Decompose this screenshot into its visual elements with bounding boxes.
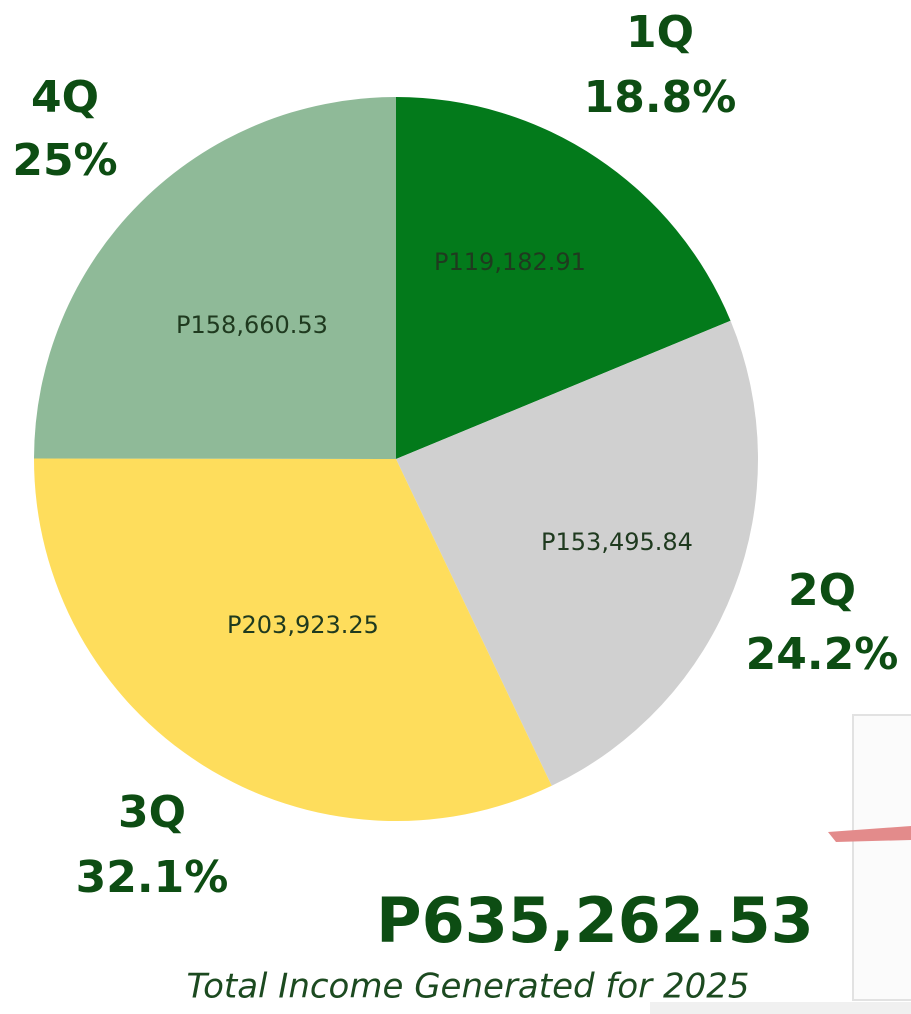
category-label: 1Q [626,7,694,58]
background-window [853,715,911,1000]
percent-label: 32.1% [76,852,229,903]
category-label: 4Q [31,72,99,123]
pie [34,97,758,821]
category-label: 2Q [788,565,856,616]
percent-label: 18.8% [584,72,737,123]
total-label: P635,262.53 [376,884,814,957]
value-label: P158,660.53 [176,311,328,339]
percent-label: 24.2% [746,629,899,680]
subtitle: Total Income Generated for 2025 [187,967,750,1007]
value-label: P203,923.25 [227,611,379,639]
value-label: P119,182.91 [434,248,586,276]
category-label: 3Q [118,787,186,838]
value-label: P153,495.84 [541,528,693,556]
chart: P635,262.53 Total Income Generated for 2… [0,0,911,1014]
percent-label: 25% [12,135,117,186]
